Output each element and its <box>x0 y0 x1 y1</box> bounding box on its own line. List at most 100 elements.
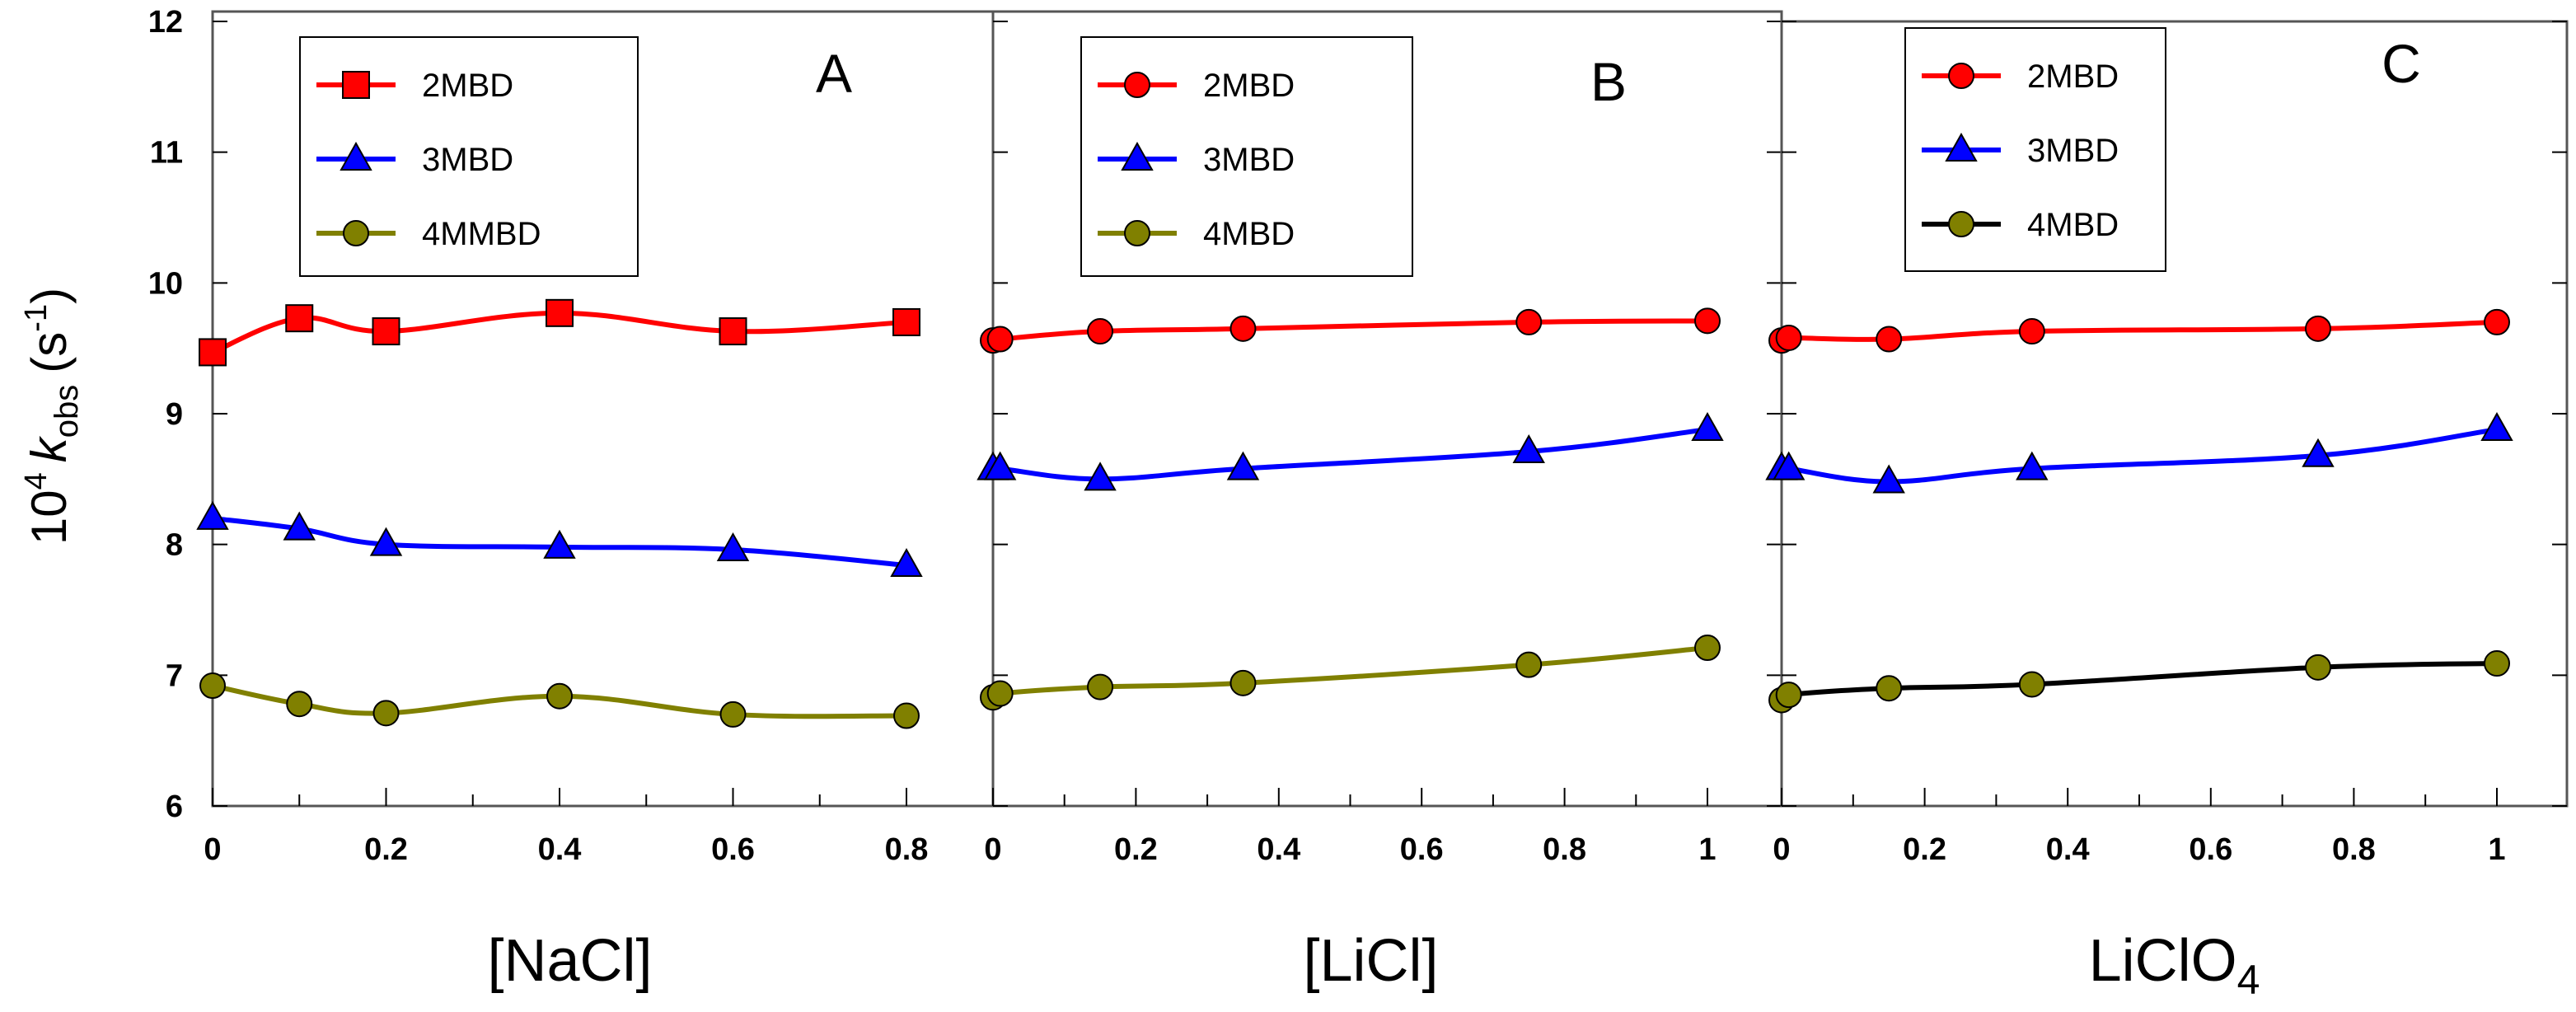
y-tick-label: 10 <box>148 266 183 301</box>
data-point-4MBD <box>1229 669 1257 696</box>
x-tick-label: 0.2 <box>1114 832 1158 867</box>
legend-marker <box>1948 63 1974 89</box>
x-tick-label: 0 <box>984 832 1001 867</box>
x-tick-label: 0.2 <box>364 832 408 867</box>
y-tick-label: 9 <box>166 397 183 432</box>
legend-label: 3MBD <box>1203 142 1295 178</box>
data-point-4MMBD <box>893 702 920 729</box>
data-point-4MMBD <box>719 700 747 728</box>
legend-label: 2MBD <box>1203 68 1295 104</box>
data-point-2MBD <box>892 307 920 336</box>
data-point-4MBD <box>1087 673 1114 700</box>
data-point-2MBD <box>719 317 747 346</box>
x-tick-label: 1 <box>1698 832 1716 867</box>
x-tick-label: 0.8 <box>1543 832 1586 867</box>
x-tick-label: 0.4 <box>1257 832 1300 867</box>
chart-panels: 0 0.2 0.4 0.6 0.867891011122MBD3MBD4MMBDA[Na… <box>148 5 2569 1003</box>
x-tick-label: 0 <box>204 832 221 867</box>
data-point-2MBD <box>1515 308 1543 335</box>
y-axis-label-base: 10 <box>21 490 77 545</box>
legend-marker <box>340 141 372 171</box>
y-axis-label-exp: 4 <box>19 472 54 490</box>
data-point-3MBD <box>2480 412 2513 442</box>
y-tick-label: 8 <box>166 528 183 563</box>
data-point-3MBD <box>983 451 1017 480</box>
data-point-3MBD <box>1872 464 1905 494</box>
legend-label: 2MBD <box>2027 59 2119 95</box>
data-point-3MBD <box>716 532 750 562</box>
x-tick-label: 1 <box>2488 832 2505 867</box>
x-tick-label: 0.6 <box>2189 832 2232 867</box>
data-point-2MBD <box>372 317 400 346</box>
data-point-2MBD <box>986 326 1014 353</box>
data-point-3MBD <box>890 548 923 578</box>
data-point-2MBD <box>546 298 574 327</box>
y-axis-label-unit-open: (s <box>21 332 77 373</box>
legend-label: 4MBD <box>1203 216 1295 252</box>
y-axis-label-unit-exp: -1 <box>19 304 54 332</box>
legend-label: 3MBD <box>2027 133 2119 169</box>
panel-A: 0 0.2 0.4 0.6 0.8 6 7 8 9 10 11 12 2MBD 3MBD 4MMBD A [Na… <box>148 5 995 994</box>
data-point-3MBD <box>369 527 403 556</box>
data-point-3MBD <box>543 529 576 559</box>
data-point-3MBD <box>196 500 229 530</box>
data-point-4MBD <box>986 680 1014 707</box>
panel-C: 0 0.2 0.4 0.6 0.8 1 2MBD 3MBD 4MBD C LiClO4 <box>1765 20 2569 1003</box>
data-point-2MBD <box>1087 318 1114 345</box>
x-tick-label: 0.2 <box>1903 832 1946 867</box>
data-point-2MBD <box>2305 315 2331 342</box>
y-tick-label: 6 <box>166 789 183 824</box>
legend-label: 4MBD <box>2027 207 2119 243</box>
data-point-2MBD <box>285 304 314 333</box>
data-point-4MMBD <box>199 672 226 700</box>
legend-marker <box>1948 211 1974 237</box>
legend-marker <box>342 71 370 99</box>
y-tick-label: 7 <box>166 658 183 693</box>
x-tick-label: 0 <box>1773 832 1790 867</box>
data-point-4MMBD <box>546 682 573 710</box>
data-point-3MBD <box>2302 438 2335 467</box>
legend-marker <box>1124 220 1150 246</box>
data-point-3MBD <box>1226 451 1260 480</box>
data-point-2MBD <box>1775 324 1802 351</box>
data-point-2MBD <box>1229 315 1257 342</box>
x-tick-label: 0.8 <box>885 832 929 867</box>
panel-B: 0 0.2 0.4 0.6 0.8 1 2MBD 3MBD 4MBD B [LiCl] <box>977 10 1783 994</box>
data-point-3MBD <box>283 511 316 541</box>
x-tick-label: 0.8 <box>2332 832 2376 867</box>
data-point-4MBD <box>1775 682 1802 709</box>
data-point-4MBD <box>1876 675 1903 702</box>
data-point-2MBD <box>199 338 227 367</box>
panel-letter: C <box>2382 33 2421 94</box>
legend-label: 4MMBD <box>422 216 541 252</box>
x-tick-label: 0.6 <box>711 832 755 867</box>
x-axis-label: LiClO4 <box>2089 928 2260 1003</box>
legend-label: 3MBD <box>422 142 513 178</box>
y-tick-label: 11 <box>150 136 183 171</box>
x-axis-label-sub: 4 <box>2237 957 2260 1003</box>
y-axis-label-unit-close: ) <box>21 288 77 304</box>
data-point-2MBD <box>1876 326 1903 353</box>
x-axis-label: [NaCl] <box>487 928 652 994</box>
data-point-4MBD <box>2484 650 2510 677</box>
x-axis-label: [LiCl] <box>1303 928 1438 994</box>
legend-marker <box>1124 72 1150 98</box>
y-axis-label-k: k <box>21 435 77 462</box>
x-tick-label: 0.4 <box>538 832 582 867</box>
data-point-2MBD <box>2484 308 2510 335</box>
x-tick-label: 0.4 <box>2046 832 2090 867</box>
data-point-2MBD <box>2018 318 2045 345</box>
data-point-3MBD <box>1512 433 1545 464</box>
data-point-4MBD <box>1694 635 1721 662</box>
data-point-4MMBD <box>372 700 400 727</box>
data-point-3MBD <box>1772 451 1806 480</box>
data-point-4MBD <box>1515 651 1543 678</box>
data-point-3MBD <box>1084 461 1117 491</box>
legend-marker <box>1945 132 1978 162</box>
panel-letter: A <box>816 43 852 104</box>
legend-marker <box>1121 141 1154 171</box>
y-tick-label: 12 <box>148 5 183 40</box>
y-axis-label-sub: obs <box>49 385 85 438</box>
y-axis-label: 104 kobs (s-1) <box>19 288 85 545</box>
panel-letter: B <box>1590 51 1627 112</box>
